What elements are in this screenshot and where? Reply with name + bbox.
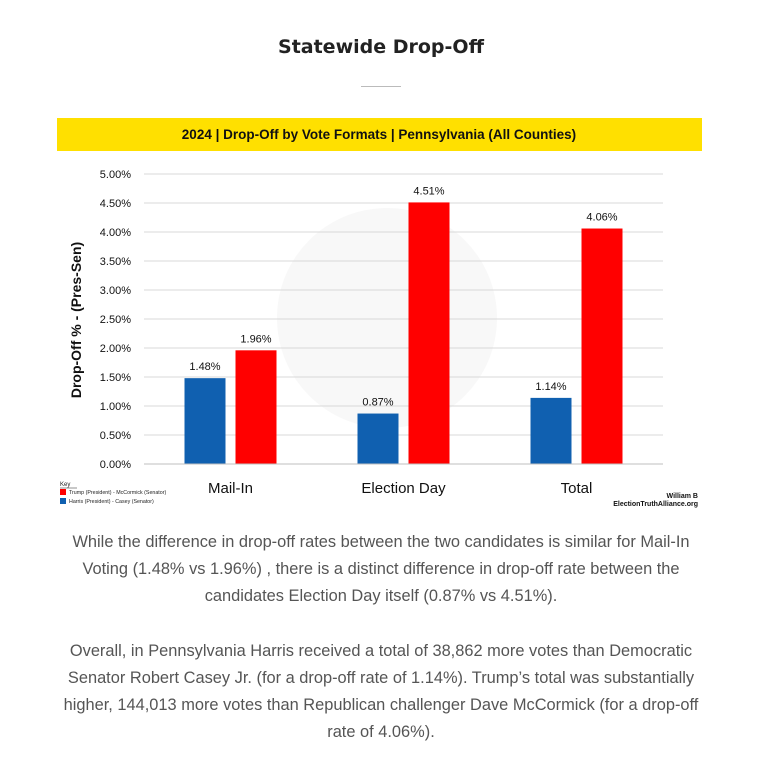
- y-tick-label: 0.00%: [100, 459, 131, 471]
- y-tick-label: 0.50%: [100, 430, 131, 442]
- bar-harris: [530, 397, 572, 464]
- data-label-harris: 1.14%: [535, 381, 566, 393]
- title-divider: [361, 86, 401, 87]
- y-tick-label: 2.00%: [100, 343, 131, 355]
- y-tick-label: 1.50%: [100, 372, 131, 384]
- legend-swatch-trump: [60, 489, 66, 495]
- legend-title: Key: [60, 482, 70, 488]
- y-tick-label: 3.50%: [100, 256, 131, 268]
- credit-author: William B: [667, 493, 698, 500]
- data-label-trump: 4.06%: [586, 212, 617, 224]
- bar-trump: [581, 228, 623, 464]
- paragraph-mail-in-vs-election-day: While the difference in drop-off rates b…: [72, 533, 690, 605]
- data-label-trump: 4.51%: [413, 185, 444, 197]
- legend-swatch-harris: [60, 498, 66, 504]
- page-title: Statewide Drop-Off: [278, 36, 484, 58]
- bar-harris: [357, 413, 399, 464]
- chart-title-banner: [57, 118, 702, 151]
- x-category-label: Mail-In: [208, 480, 253, 497]
- legend-label-harris: Harris (President) - Casey (Senator): [69, 499, 154, 505]
- y-tick-label: 3.00%: [100, 285, 131, 297]
- data-label-harris: 1.48%: [189, 361, 220, 373]
- y-tick-label: 4.50%: [100, 198, 131, 210]
- bar-trump: [408, 202, 450, 465]
- legend-label-trump: Trump (President) - McCormick (Senator): [69, 490, 166, 496]
- y-tick-label: 2.50%: [100, 314, 131, 326]
- legend: Key Trump (President) - McCormick (Senat…: [60, 482, 166, 505]
- bar-trump: [235, 350, 277, 464]
- y-tick-label: 4.00%: [100, 227, 131, 239]
- y-tick-label: 1.00%: [100, 401, 131, 413]
- data-label-harris: 0.87%: [362, 397, 393, 409]
- data-label-trump: 1.96%: [240, 333, 271, 345]
- chart-title: 2024 | Drop-Off by Vote Formats | Pennsy…: [182, 127, 576, 142]
- paragraph-overall-totals: Overall, in Pennsylvania Harris received…: [63, 642, 699, 741]
- plot-area: 0.00% 0.50% 1.00% 1.50% 2.00% 2.50% 3.00% 3.50%…: [100, 169, 663, 497]
- x-category-label: Total: [561, 480, 593, 497]
- bar-harris: [184, 378, 226, 464]
- credit-site: ElectionTruthAlliance.org: [613, 501, 698, 508]
- y-tick-label: 5.00%: [100, 169, 131, 181]
- y-axis-label: Drop-Off % - (Pres-Sen): [68, 242, 84, 398]
- drop-off-chart: 2024 | Drop-Off by Vote Formats | Pennsy…: [57, 118, 702, 513]
- x-category-label: Election Day: [361, 480, 446, 497]
- chart-svg: 2024 | Drop-Off by Vote Formats | Pennsy…: [57, 118, 702, 508]
- watermark-seal: [277, 208, 497, 428]
